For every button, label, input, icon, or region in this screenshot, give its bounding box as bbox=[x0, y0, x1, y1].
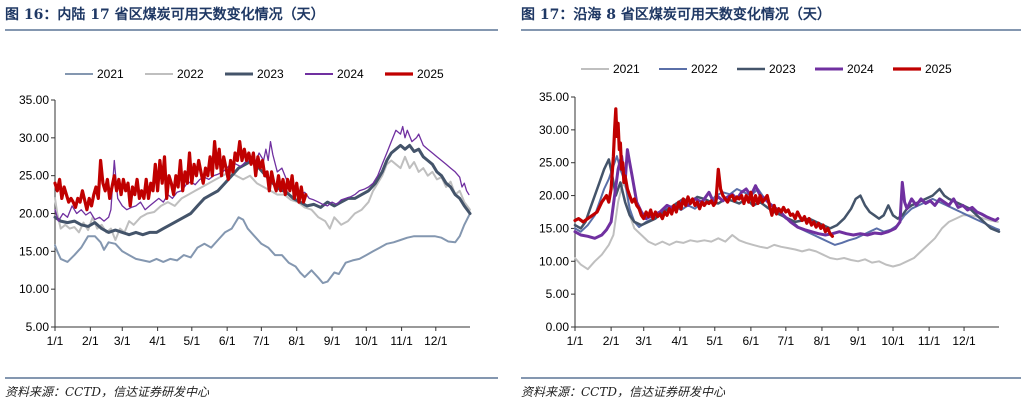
source-rule bbox=[5, 377, 498, 379]
x-tick-label: 3/1 bbox=[635, 334, 652, 348]
x-tick-label: 9/1 bbox=[324, 334, 341, 348]
series-line-2021 bbox=[54, 212, 471, 285]
x-tick-label: 5/1 bbox=[706, 334, 723, 348]
y-tick-label: 15.00 bbox=[539, 221, 569, 235]
x-tick-label: 8/1 bbox=[288, 334, 305, 348]
y-tick-label: 30.00 bbox=[19, 131, 49, 145]
y-tick-label: 30.00 bbox=[539, 123, 569, 137]
y-tick-label: 20.00 bbox=[19, 207, 49, 221]
x-tick-label: 11/1 bbox=[390, 334, 413, 348]
source-note: 资料来源：CCTD，信达证券研发中心 bbox=[5, 385, 209, 399]
y-tick-label: 5.00 bbox=[546, 287, 570, 301]
x-tick-label: 7/1 bbox=[253, 334, 270, 348]
title-rule bbox=[521, 29, 1021, 31]
figure-title: 图 17：沿海 8 省区煤炭可用天数变化情况（天） bbox=[521, 7, 831, 23]
x-tick-label: 3/1 bbox=[114, 334, 131, 348]
x-tick-label: 1/1 bbox=[567, 334, 584, 348]
legend-label-2021: 2021 bbox=[613, 62, 640, 76]
x-tick-label: 7/1 bbox=[777, 334, 794, 348]
y-tick-label: 20.00 bbox=[539, 189, 569, 203]
y-tick-label: 0.00 bbox=[546, 320, 570, 334]
y-tick-label: 15.00 bbox=[19, 244, 49, 258]
x-tick-label: 2/1 bbox=[82, 334, 99, 348]
legend-label-2024: 2024 bbox=[847, 62, 874, 76]
series-line-2025 bbox=[573, 107, 834, 238]
y-tick-label: 10.00 bbox=[539, 254, 569, 268]
y-tick-label: 35.00 bbox=[19, 93, 49, 107]
series-line-2021 bbox=[574, 181, 999, 271]
series-line-2024 bbox=[54, 125, 470, 222]
y-tick-label: 35.00 bbox=[539, 90, 569, 104]
x-tick-label: 1/1 bbox=[47, 334, 64, 348]
y-tick-label: 25.00 bbox=[539, 156, 569, 170]
series-line-2025 bbox=[53, 140, 308, 212]
x-tick-label: 10/1 bbox=[355, 334, 379, 348]
legend-label-2025: 2025 bbox=[925, 62, 952, 76]
title-rule bbox=[5, 29, 498, 31]
chart-panel-inland: 图 16：内陆 17 省区煤炭可用天数变化情况（天） 5.00 10.00 15.0… bbox=[5, 0, 498, 406]
source-rule bbox=[521, 377, 1021, 379]
line-chart-coastal: 0.00 5.00 10.00 15.00 20.00 25.00 30.00 35.00 1/… bbox=[539, 62, 1001, 348]
x-tick-label: 6/1 bbox=[219, 334, 236, 348]
legend-label-2023: 2023 bbox=[257, 67, 284, 81]
legend-label-2022: 2022 bbox=[177, 67, 204, 81]
series-line-2023 bbox=[573, 158, 1001, 233]
series-line-2022 bbox=[54, 155, 471, 241]
x-tick-label: 10/1 bbox=[881, 334, 905, 348]
legend-label-2022: 2022 bbox=[691, 62, 718, 76]
x-tick-label: 8/1 bbox=[814, 334, 831, 348]
source-note: 资料来源：CCTD，信达证券研发中心 bbox=[521, 385, 725, 399]
legend-label-2021: 2021 bbox=[97, 67, 124, 81]
y-tick-label: 10.00 bbox=[19, 282, 49, 296]
series-line-2023 bbox=[53, 143, 472, 237]
figure-title: 图 16：内陆 17 省区煤炭可用天数变化情况（天） bbox=[5, 7, 325, 23]
x-tick-label: 12/1 bbox=[952, 334, 976, 348]
x-tick-label: 6/1 bbox=[743, 334, 760, 348]
y-tick-label: 5.00 bbox=[26, 320, 50, 334]
x-tick-label: 4/1 bbox=[671, 334, 688, 348]
x-tick-label: 9/1 bbox=[850, 334, 867, 348]
x-tick-label: 4/1 bbox=[149, 334, 166, 348]
legend-label-2024: 2024 bbox=[337, 67, 364, 81]
x-tick-label: 5/1 bbox=[183, 334, 200, 348]
legend-label-2025: 2025 bbox=[417, 67, 444, 81]
chart-panel-coastal: 图 17：沿海 8 省区煤炭可用天数变化情况（天） 0.00 5.00 10.00 1… bbox=[521, 0, 1021, 406]
line-chart-inland: 5.00 10.00 15.00 20.00 25.00 30.00 35.00 1/1 2/1… bbox=[19, 67, 472, 348]
x-tick-label: 11/1 bbox=[918, 334, 941, 348]
x-tick-label: 12/1 bbox=[424, 334, 448, 348]
legend-label-2023: 2023 bbox=[769, 62, 796, 76]
y-tick-label: 25.00 bbox=[19, 169, 49, 183]
x-tick-label: 2/1 bbox=[603, 334, 620, 348]
